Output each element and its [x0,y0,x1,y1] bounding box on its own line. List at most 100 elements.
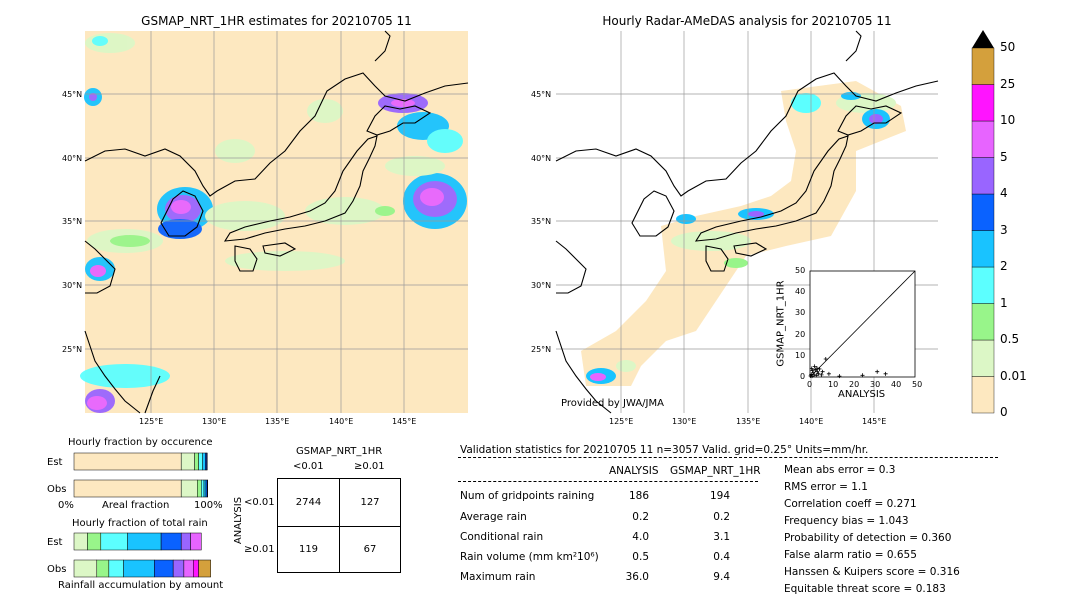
validation-col-analysis: ANALYSIS [609,465,659,477]
colorbar-label: 0 [1000,405,1008,419]
right-lat-label: 25°N [531,345,552,354]
fraction-bar-segment [198,452,203,471]
score-line: Probability of detection = 0.360 [784,532,952,544]
colorbar-label: 4 [1000,186,1008,200]
fraction-bar-segment [198,559,211,578]
contingency-col-lt: <0.01 [293,461,324,472]
fraction-bar-segment [160,532,182,551]
right-lon-label: 135°E [736,417,761,426]
occurrence-bars [73,452,208,498]
colorbar-band [971,193,995,231]
fraction-bar-segment [197,479,202,498]
validation-row-gsmap: 0.4 [713,551,730,563]
validation-divider [458,457,998,458]
scatter-xlabel: ANALYSIS [838,389,886,400]
fraction-bar-segment [123,559,155,578]
validation-row-analysis: 186 [628,490,649,502]
scatter-point [820,369,825,374]
scatter-point [817,366,822,371]
left-lat-label: 45°N [62,90,83,99]
validation-row-gsmap: 194 [709,490,730,502]
scatter-point [814,373,819,378]
fraction-bar-segment [206,452,208,471]
scatter-xtick: 20 [849,380,860,389]
scatter-point [811,370,816,375]
scatter-point [883,371,888,376]
total-obs-label: Obs [47,564,67,575]
validation-row-label: Num of gridpoints raining [460,490,595,502]
total-est-label: Est [47,537,63,548]
colorbar-band [971,303,995,341]
scatter-ytick: 10 [795,350,806,360]
validation-row-analysis: 0.5 [632,551,649,563]
fraction-bar-segment [154,559,174,578]
left-lat-label: 40°N [62,154,83,163]
fraction-bar-segment [180,452,195,471]
left-lat-label: 30°N [62,281,83,290]
right-lon-label: 130°E [672,417,697,426]
validation-col-gsmap: GSMAP_NRT_1HR [670,465,761,477]
validation-row-label: Rain volume (mm km²10⁶) [460,551,599,563]
contingency-cell: 67 [363,544,377,555]
left-lon-label: 145°E [392,417,417,426]
validation-row-gsmap: 3.1 [713,531,730,543]
colorbar-band [971,376,995,414]
scatter-point [810,374,815,379]
contingency-row-ge: ≥0.01 [244,544,275,555]
colorbar-label: 25 [1000,76,1016,91]
scatter-plot [808,270,916,379]
fraction-bar-segment [172,559,185,578]
credit-label: Provided by JWA/JMA [561,398,664,409]
fraction-bar-segment [73,479,182,498]
scatter-xtick: 10 [828,380,839,389]
colorbar-label: 50 [1000,40,1016,54]
validation-row-label: Average rain [460,511,527,523]
colorbar-label: 10 [1000,113,1016,127]
contingency-title: GSMAP_NRT_1HR [296,446,383,457]
total-caption: Rainfall accumulation by amount [58,580,224,591]
contingency-row-lt: <0.01 [244,497,275,508]
colorbar-band [971,339,995,377]
colorbar-band [971,230,995,268]
validation-row-gsmap: 0.2 [713,511,730,523]
fraction-bar-segment [100,532,128,551]
scatter-point [837,374,842,379]
left-map [80,30,469,414]
fraction-bar-segment [180,532,191,551]
score-line: Hanssen & Kuipers score = 0.316 [784,566,960,578]
scatter-ytick: 40 [795,287,806,297]
scatter-xtick: 30 [870,380,881,389]
occurrence-axis-mid: Areal fraction [102,500,170,511]
left-lon-label: 140°E [329,417,354,426]
validation-row-analysis: 36.0 [625,571,649,583]
colorbar-label: 2 [1000,259,1008,273]
contingency-col-ge: ≥0.01 [354,461,385,472]
right-lat-label: 30°N [531,281,552,290]
scatter-xtick: 40 [891,380,902,389]
colorbar-arrow [972,30,994,48]
scatter-point [875,369,880,374]
contingency-table: 2744 127 119 67 [277,478,401,573]
scatter-ytick: 0 [800,372,806,381]
right-map [555,30,939,414]
right-lat-label: 40°N [531,154,552,163]
left-lat-label: 25°N [62,345,83,354]
validation-row-analysis: 4.0 [632,531,649,543]
contingency-cell: 127 [360,497,380,508]
contingency-side-label: ANALYSIS [233,496,245,545]
fraction-bar-segment [202,452,206,471]
score-line: RMS error = 1.1 [784,481,868,493]
fraction-bar-segment [183,559,194,578]
validation-row-label: Conditional rain [460,531,544,543]
occurrence-obs-label: Obs [47,484,67,495]
scatter-point [819,372,824,377]
scatter-ytick: 20 [795,329,806,339]
validation-header: Validation statistics for 20210705 11 n=… [460,444,869,456]
colorbar-label: 1 [1000,295,1008,310]
occurrence-est-label: Est [47,457,63,468]
scatter-point [810,368,815,373]
colorbar-band [971,84,995,122]
occurrence-title: Hourly fraction by occurence [68,437,213,448]
contingency-cell: 2744 [295,497,322,508]
occurrence-axis-left: 0% [58,500,74,511]
